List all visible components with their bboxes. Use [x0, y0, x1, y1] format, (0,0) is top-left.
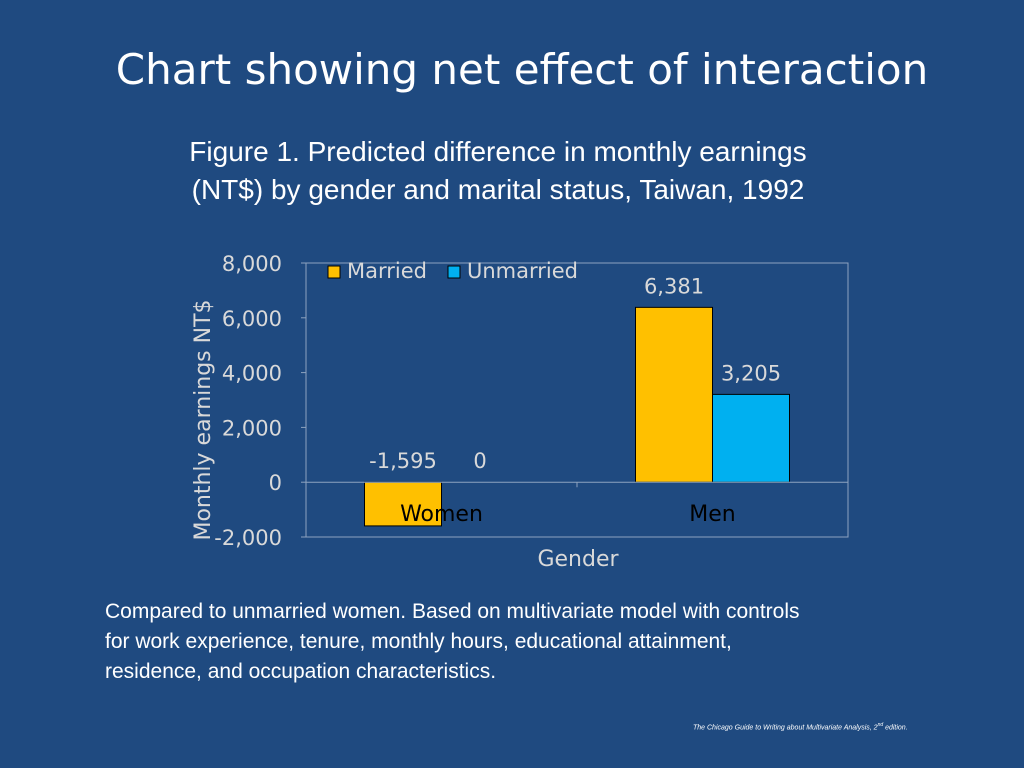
y-tick-label: -2,000	[214, 526, 282, 550]
notes-line-1: Compared to unmarried women. Based on mu…	[105, 600, 800, 623]
legend-label-unmarried: Unmarried	[467, 259, 578, 283]
y-axis-title: Monthly earnings NT$	[191, 299, 216, 540]
figure-caption: Figure 1. Predicted difference in monthl…	[98, 133, 898, 209]
y-axis-ticks: -2,000 0 2,000 4,000 6,000 8,000	[214, 252, 849, 550]
y-tick-label: 8,000	[222, 252, 282, 276]
citation-superscript: nd	[877, 722, 884, 728]
data-labels: -1,595 0 6,381 3,205	[369, 274, 781, 473]
category-label-men: Men	[689, 502, 735, 527]
legend-label-married: Married	[347, 259, 427, 283]
notes-line-2: for work experience, tenure, monthly hou…	[105, 630, 732, 653]
bar-married-women	[364, 481, 442, 527]
slide-title: Chart showing net effect of interaction	[115, 45, 929, 94]
citation-text: The Chicago Guide to Writing about Multi…	[693, 724, 878, 732]
data-label-unmarried-women: 0	[473, 449, 486, 473]
category-labels: Women Men	[400, 502, 736, 527]
legend-swatch-married	[327, 265, 341, 279]
bar-unmarried-men	[712, 393, 790, 483]
x-axis-title: Gender	[537, 547, 619, 572]
y-tick-label: 4,000	[222, 362, 282, 386]
y-tick-label: 0	[269, 471, 282, 495]
figure-caption-line-1: Figure 1. Predicted difference in monthl…	[189, 136, 807, 167]
category-label-women: Women	[400, 502, 483, 527]
figure-caption-line-2: (NT$) by gender and marital status, Taiw…	[191, 174, 805, 205]
data-label-married-men: 6,381	[644, 274, 704, 298]
legend: Married Unmarried	[327, 259, 578, 283]
y-tick-label: 2,000	[222, 416, 282, 440]
data-label-married-women: -1,595	[369, 449, 437, 473]
source-citation: The Chicago Guide to Writing about Multi…	[693, 722, 908, 731]
bar-married-men	[635, 306, 713, 483]
y-tick-label: 6,000	[222, 307, 282, 331]
data-label-unmarried-men: 3,205	[721, 361, 781, 385]
chart-notes: Compared to unmarried women. Based on mu…	[105, 597, 975, 687]
notes-line-3: residence, and occupation characteristic…	[105, 660, 497, 683]
citation-edition: edition.	[883, 724, 908, 732]
legend-swatch-unmarried	[447, 265, 461, 279]
bars	[364, 306, 790, 527]
